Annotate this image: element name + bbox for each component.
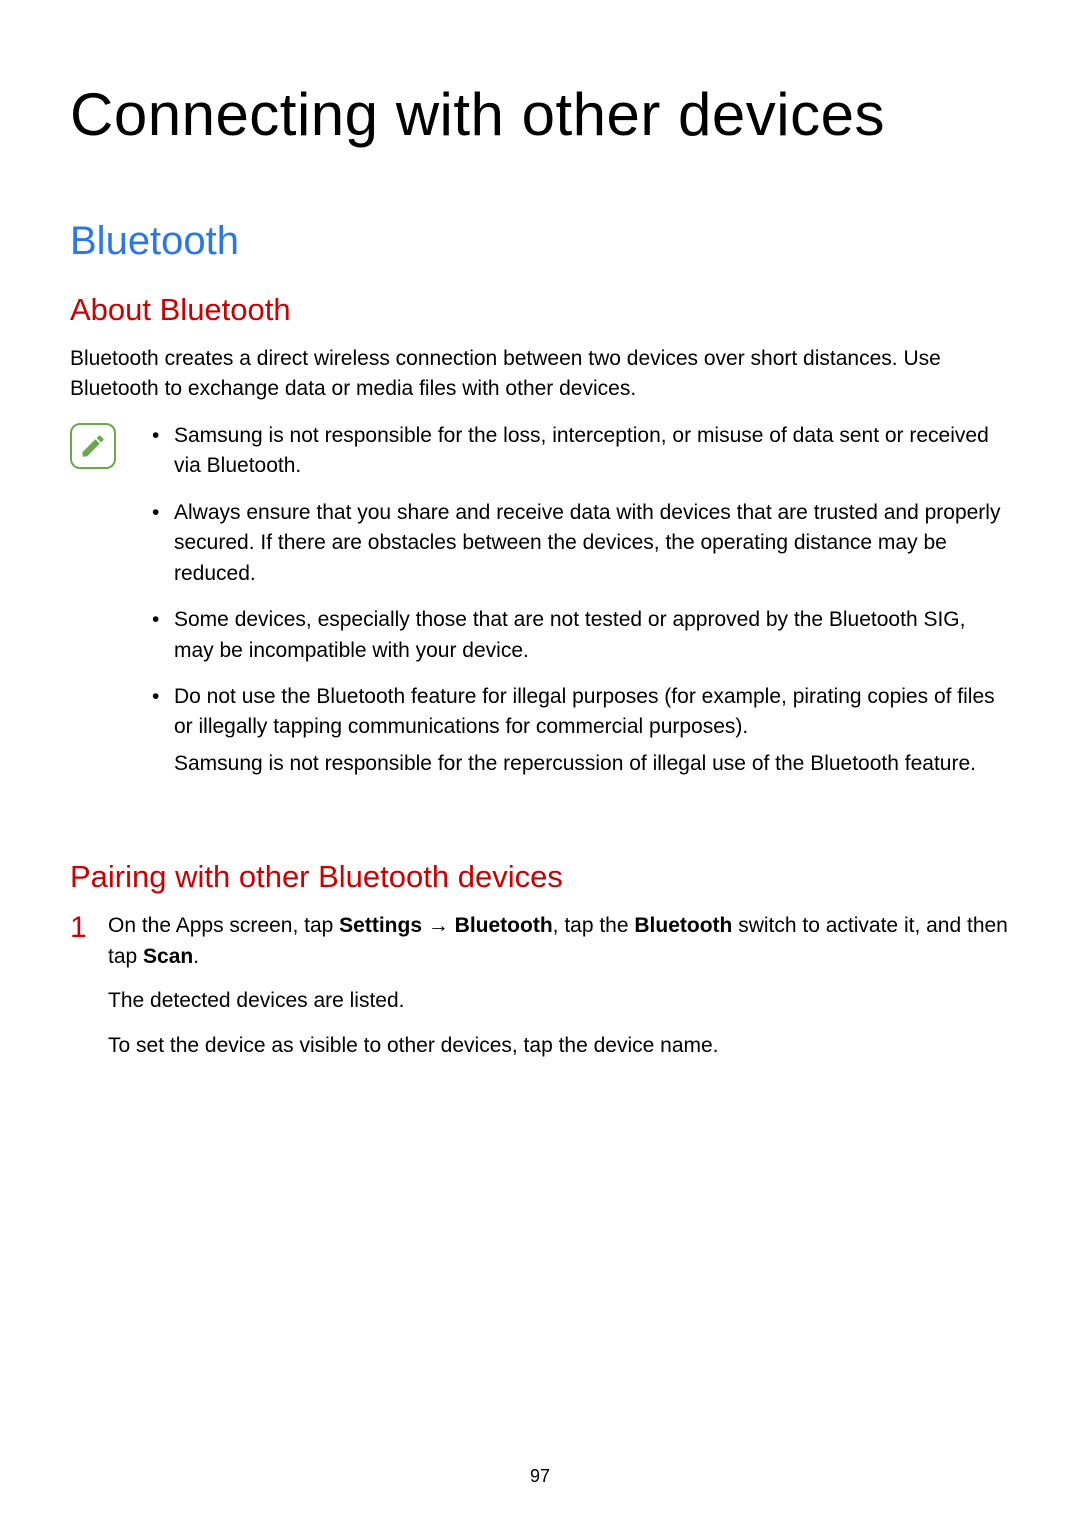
step-text: , tap the [553,914,635,937]
note-text: Some devices, especially those that are … [174,608,965,661]
pairing-heading: Pairing with other Bluetooth devices [70,859,1010,895]
arrow-glyph: → [422,914,455,937]
note-item: Always ensure that you share and receive… [146,498,1010,589]
note-subtext: Samsung is not responsible for the reper… [174,749,1010,779]
bluetooth-label: Bluetooth [455,914,553,937]
note-block: Samsung is not responsible for the loss,… [70,421,1010,795]
page-container: Connecting with other devices Bluetooth … [0,0,1080,1075]
about-bluetooth-heading: About Bluetooth [70,292,1010,328]
step-1-line-1: On the Apps screen, tap Settings → Bluet… [108,911,1010,972]
note-text: Always ensure that you share and receive… [174,501,1000,585]
step-1-line-3: To set the device as visible to other de… [108,1031,1010,1061]
step-body: On the Apps screen, tap Settings → Bluet… [108,911,1010,1075]
step-text: . [193,945,199,968]
pencil-icon [79,432,107,460]
about-intro: Bluetooth creates a direct wireless conn… [70,344,1010,405]
step-1: 1 On the Apps screen, tap Settings → Blu… [70,911,1010,1075]
bluetooth-switch-label: Bluetooth [634,914,732,937]
settings-label: Settings [339,914,422,937]
step-text: On the Apps screen, tap [108,914,339,937]
note-item: Samsung is not responsible for the loss,… [146,421,1010,482]
step-1-line-2: The detected devices are listed. [108,986,1010,1016]
chapter-title: Connecting with other devices [70,80,1010,149]
note-icon [70,423,116,469]
step-number: 1 [70,911,108,944]
scan-label: Scan [143,945,193,968]
page-number: 97 [0,1466,1080,1487]
note-item: Do not use the Bluetooth feature for ill… [146,682,1010,779]
note-text: Do not use the Bluetooth feature for ill… [174,685,995,738]
note-text: Samsung is not responsible for the loss,… [174,424,989,477]
note-list: Samsung is not responsible for the loss,… [146,421,1010,795]
note-item: Some devices, especially those that are … [146,605,1010,666]
section-bluetooth-title: Bluetooth [70,219,1010,264]
